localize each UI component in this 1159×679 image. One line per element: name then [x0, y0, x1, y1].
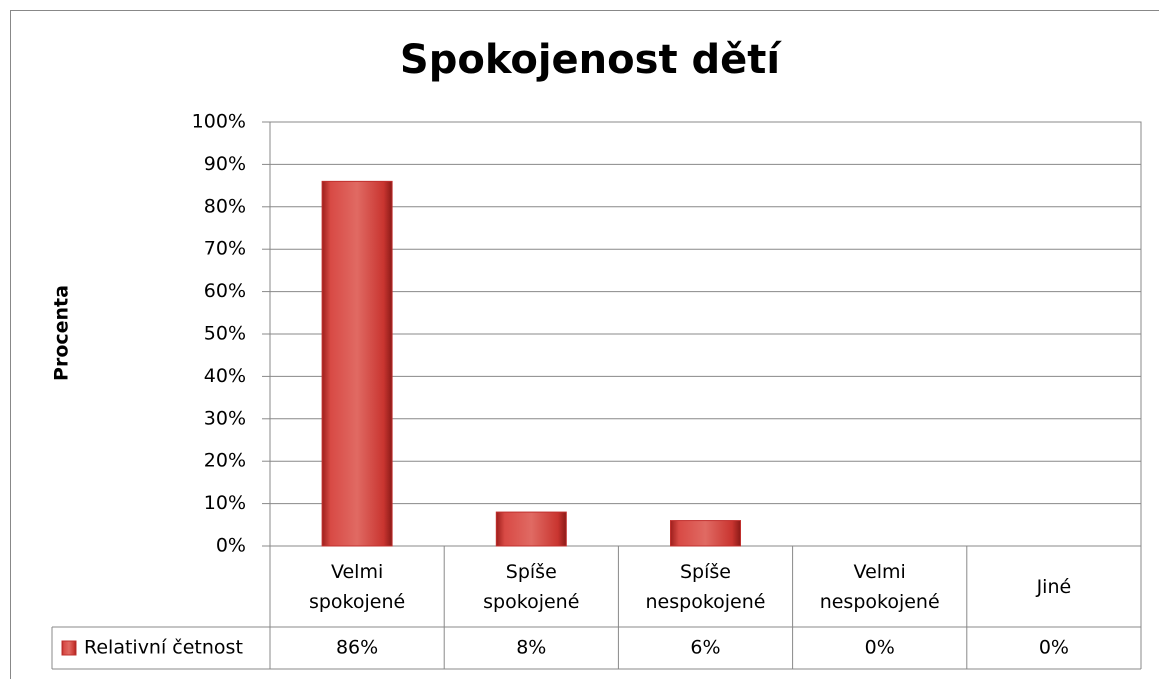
x-tick-label-text: Jiné — [1036, 575, 1072, 598]
x-tick-label-text: Spíše nespokojené — [645, 560, 766, 613]
x-tick-label-text: Velmi spokojené — [308, 560, 406, 613]
y-tick-label: 90% — [204, 153, 246, 175]
bar — [495, 511, 567, 547]
legend-key — [61, 640, 77, 656]
x-tick-label: Jiné — [967, 546, 1141, 627]
table-value: 0% — [865, 637, 895, 659]
y-tick-label: 60% — [204, 280, 246, 302]
y-tick-label: 50% — [204, 323, 246, 345]
table-value: 8% — [516, 637, 546, 659]
y-tick-label: 10% — [204, 492, 246, 514]
y-tick-label: 30% — [204, 407, 246, 429]
x-tick-label: Velmi spokojené — [270, 546, 444, 627]
x-tick-label: Spíše nespokojené — [618, 546, 792, 627]
x-tick-label: Spíše spokojené — [444, 546, 618, 627]
chart-title: Spokojenost dětí — [400, 37, 782, 83]
y-tick-label: 40% — [204, 365, 246, 387]
y-tick-label: 80% — [204, 195, 246, 217]
legend-label: Relativní četnost — [84, 637, 243, 659]
y-tick-label: 0% — [216, 535, 246, 557]
y-axis-label: Procenta — [51, 285, 73, 381]
table-value: 0% — [1039, 637, 1069, 659]
y-tick-label: 70% — [204, 238, 246, 260]
table-value: 6% — [690, 637, 720, 659]
bar — [321, 180, 393, 547]
x-tick-label-text: Spíše spokojené — [483, 560, 580, 613]
x-tick-label-text: Velmi nespokojené — [819, 560, 940, 613]
y-tick-label: 20% — [204, 450, 246, 472]
bar — [670, 520, 741, 547]
table-value: 86% — [336, 637, 378, 659]
chart-border — [10, 10, 1159, 679]
y-tick-label: 100% — [192, 111, 246, 133]
x-tick-label: Velmi nespokojené — [793, 546, 967, 627]
